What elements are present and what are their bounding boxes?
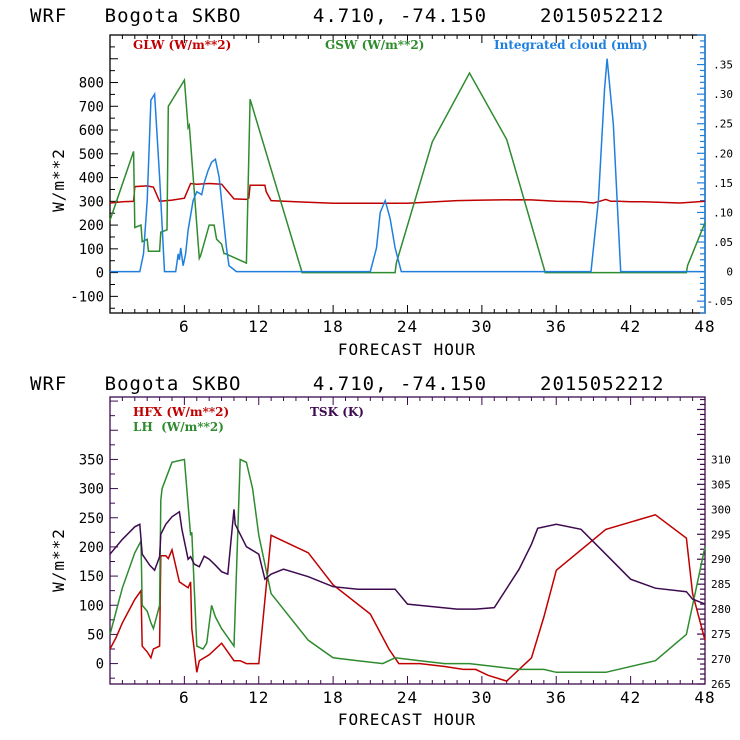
y-tick-label: 200 [79, 540, 104, 556]
y2-tick-label: .15 [713, 177, 733, 190]
x-tick-label: 48 [694, 317, 715, 336]
top-axis-ticks: 6 12 18 24 30 36 42 48 -100 0 100 200 300 400 500 600 70… [70, 34, 734, 336]
bottom-series-group [109, 458, 706, 682]
y2-tick-label: .10 [713, 206, 733, 219]
x-tick-label: 24 [397, 317, 418, 336]
y2-tick-label: 295 [711, 528, 731, 541]
y-tick-label: 100 [79, 598, 104, 614]
y-tick-label: 600 [79, 123, 104, 139]
y-tick-label: 300 [79, 482, 104, 498]
y-tick-label: 500 [79, 147, 104, 163]
bottom-axis-ticks: 6 12 18 24 30 36 42 48 0 50 100 150 200 250 300 350 265 2… [79, 397, 731, 707]
top-title-station: WRF Bogota SKBO [30, 5, 241, 27]
y2-tick-label: 285 [711, 578, 731, 591]
bottom-xlabel: FORECAST HOUR [338, 710, 476, 729]
y-tick-label: 100 [79, 242, 104, 258]
y-tick-label: 400 [79, 171, 104, 187]
bottom-legend-hfx: HFX (W/m**2) [133, 405, 229, 419]
y-tick-label: 150 [79, 569, 104, 585]
top-ylabel: W/m**2 [49, 148, 68, 212]
y-tick-label: 200 [79, 218, 104, 234]
x-tick-label: 36 [546, 317, 567, 336]
top-chart: WRF Bogota SKBO 4.710, -74.150 201505221… [30, 5, 733, 359]
bottom-title-station: WRF Bogota SKBO [30, 373, 241, 395]
y-tick-label: 300 [79, 194, 104, 210]
x-tick-label: 36 [546, 688, 567, 707]
x-tick-label: 48 [694, 688, 715, 707]
y2-tick-label: .30 [713, 88, 733, 101]
y2-tick-label: .35 [713, 59, 733, 72]
y2-tick-label: 275 [711, 628, 731, 641]
y-tick-label: 50 [87, 627, 104, 643]
top-title-coords: 4.710, -74.150 [313, 5, 487, 27]
bottom-plot-frame [109, 396, 706, 685]
y-tick-label: 250 [79, 511, 104, 527]
x-tick-label: 42 [620, 688, 641, 707]
bottom-series-hfx [109, 513, 706, 682]
x-tick-label: 6 [179, 317, 190, 336]
bottom-legend-tsk: TSK (K) [310, 405, 364, 419]
top-legend-cloud: Integrated cloud (mm) [494, 38, 648, 52]
bottom-title-coords: 4.710, -74.150 [313, 373, 487, 395]
top-series-integrated [110, 58, 705, 273]
y2-tick-label: 310 [711, 453, 731, 466]
x-tick-label: 12 [248, 688, 269, 707]
y-tick-label: 0 [96, 657, 104, 673]
x-tick-label: 42 [620, 317, 641, 336]
x-tick-label: 18 [322, 317, 343, 336]
y2-tick-label: .25 [713, 118, 733, 131]
x-tick-label: 18 [322, 688, 343, 707]
y-tick-label: 800 [79, 76, 104, 92]
y2-tick-label: 265 [711, 678, 731, 691]
y-tick-label: 700 [79, 99, 104, 115]
bottom-series-lh [109, 458, 706, 674]
x-tick-label: 24 [397, 688, 418, 707]
bottom-series-tsk [109, 509, 706, 610]
top-legend-gsw: GSW (W/m**2) [325, 38, 424, 52]
y-tick-label: 0 [96, 266, 104, 282]
top-xlabel: FORECAST HOUR [338, 340, 476, 359]
bottom-ylabel: W/m**2 [49, 528, 68, 592]
y-tick-label: -100 [70, 289, 104, 305]
y2-tick-label: 290 [711, 553, 731, 566]
bottom-legend-lh: LH (W/m**2) [133, 420, 224, 434]
y2-tick-label: 305 [711, 478, 731, 491]
y2-tick-label: .05 [713, 236, 733, 249]
bottom-chart: WRF Bogota SKBO 4.710, -74.150 201505221… [30, 373, 731, 729]
top-legend-glw: GLW (W/m**2) [133, 38, 231, 52]
x-tick-label: 30 [471, 317, 492, 336]
bottom-title-date: 2015052212 [540, 373, 664, 395]
y2-tick-label: 270 [711, 653, 731, 666]
top-series-group [109, 58, 706, 274]
top-series-gsw [109, 71, 706, 274]
x-tick-label: 12 [248, 317, 269, 336]
y-tick-label: 350 [79, 452, 104, 468]
top-title-date: 2015052212 [540, 5, 664, 27]
top-series-glw [109, 182, 706, 204]
y2-tick-label: 280 [711, 603, 731, 616]
y2-tick-label: 0 [726, 266, 733, 279]
y2-tick-label: 300 [711, 503, 731, 516]
y2-tick-label: .20 [713, 147, 733, 160]
x-tick-label: 6 [179, 688, 190, 707]
y2-tick-label: -.05 [707, 295, 734, 308]
x-tick-label: 30 [471, 688, 492, 707]
